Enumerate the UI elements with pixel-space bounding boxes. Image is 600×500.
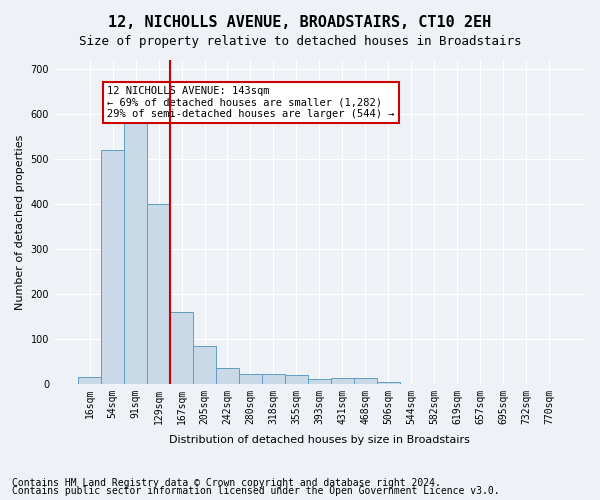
- Bar: [193, 346, 216, 384]
- Bar: [331, 378, 354, 384]
- Y-axis label: Number of detached properties: Number of detached properties: [15, 134, 25, 310]
- X-axis label: Distribution of detached houses by size in Broadstairs: Distribution of detached houses by size …: [169, 435, 470, 445]
- Bar: [262, 374, 285, 384]
- Text: 12 NICHOLLS AVENUE: 143sqm
← 69% of detached houses are smaller (1,282)
29% of s: 12 NICHOLLS AVENUE: 143sqm ← 69% of deta…: [107, 86, 395, 119]
- Bar: [239, 374, 262, 384]
- Bar: [170, 312, 193, 384]
- Bar: [147, 204, 170, 384]
- Text: Contains HM Land Registry data © Crown copyright and database right 2024.: Contains HM Land Registry data © Crown c…: [12, 478, 441, 488]
- Bar: [101, 150, 124, 384]
- Text: Size of property relative to detached houses in Broadstairs: Size of property relative to detached ho…: [79, 35, 521, 48]
- Bar: [285, 375, 308, 384]
- Text: 12, NICHOLLS AVENUE, BROADSTAIRS, CT10 2EH: 12, NICHOLLS AVENUE, BROADSTAIRS, CT10 2…: [109, 15, 491, 30]
- Bar: [78, 377, 101, 384]
- Bar: [354, 378, 377, 384]
- Bar: [216, 368, 239, 384]
- Text: Contains public sector information licensed under the Open Government Licence v3: Contains public sector information licen…: [12, 486, 500, 496]
- Bar: [124, 120, 147, 384]
- Bar: [308, 380, 331, 384]
- Bar: [377, 382, 400, 384]
